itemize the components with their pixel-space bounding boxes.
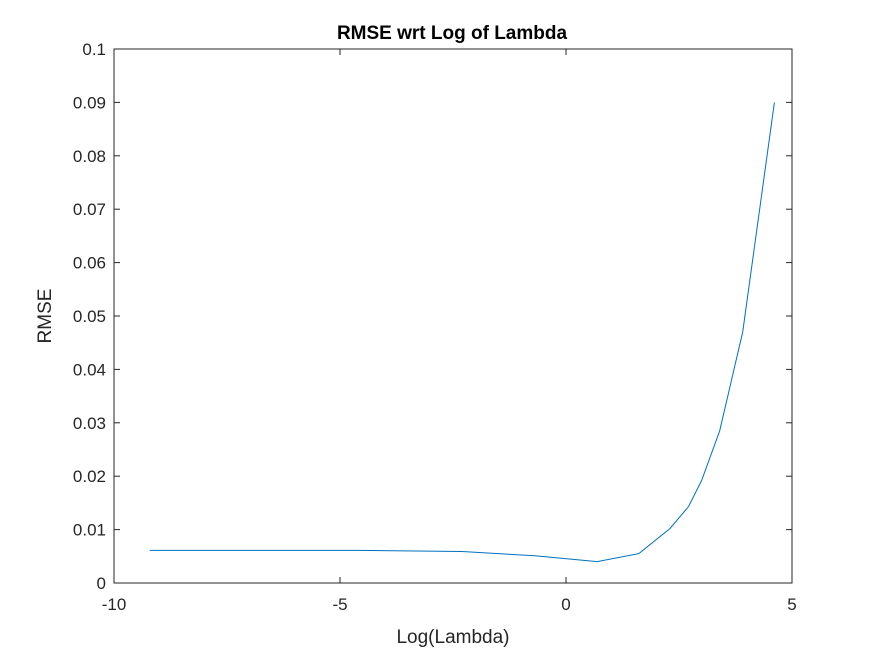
plot-area — [113, 48, 793, 584]
y-tick-label: 0.1 — [82, 40, 106, 59]
y-tick-label: 0.01 — [73, 521, 106, 540]
y-tick-label: 0.07 — [73, 200, 106, 219]
x-axis: -10 -5 0 5 — [102, 49, 797, 614]
x-tick-label: -5 — [332, 595, 347, 614]
y-tick-label: 0.03 — [73, 414, 106, 433]
y-tick-label: 0.05 — [73, 307, 106, 326]
y-tick-label: 0.04 — [73, 360, 106, 379]
x-tick-label: 0 — [561, 595, 570, 614]
y-tick-label: 0.08 — [73, 147, 106, 166]
y-axis: 0 0.01 0.02 0.03 0.04 0.05 0.06 0.07 0.08 0.09 0.1 — [73, 40, 792, 593]
series-line — [149, 102, 775, 563]
y-tick-label: 0.06 — [73, 254, 106, 273]
y-tick-label: 0.02 — [73, 467, 106, 486]
chart-title: RMSE wrt Log of Lambda — [337, 23, 568, 44]
y-axis-title: RMSE — [35, 289, 56, 344]
y-tick-label: 0.09 — [73, 93, 106, 112]
x-tick-label: -10 — [102, 595, 127, 614]
series-layer — [149, 102, 775, 563]
x-tick-label: 5 — [787, 595, 796, 614]
x-axis-title: Log(Lambda) — [396, 627, 509, 648]
y-tick-label: 0 — [97, 574, 106, 593]
